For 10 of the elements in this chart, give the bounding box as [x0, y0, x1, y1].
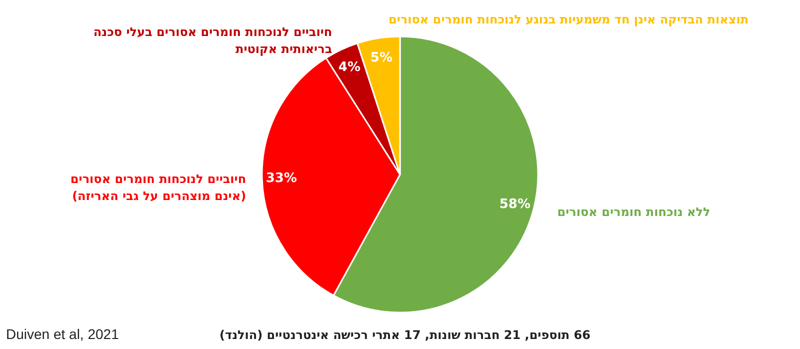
slice-label: תוצאות הבדיקה אינן חד משמעיות בנוגע לנוכחות חומרים אסורים	[388, 12, 749, 26]
text: 66 תוספים, 21 חברות שונות, 17 אתרי רכישה אינטרנטיים (הולנד)	[220, 328, 590, 342]
slice-label: חיוביים לנוכחות חומרים אסורים (אינם מוצהרים על גבי האריזה)	[70, 172, 246, 204]
slice-label: ללא נוכחות חומרים אסורים	[557, 204, 710, 219]
data-label: 4%	[338, 60, 361, 76]
text: Duiven et al, 2021	[6, 326, 119, 342]
slice-label: חיוביים לנוכחות חומרים אסורים בעלי סכנה בריאותית אקוטית	[93, 24, 332, 56]
data-label: 5%	[370, 50, 392, 66]
data-label: 33%	[266, 171, 297, 186]
data-label: 58%	[499, 197, 531, 212]
